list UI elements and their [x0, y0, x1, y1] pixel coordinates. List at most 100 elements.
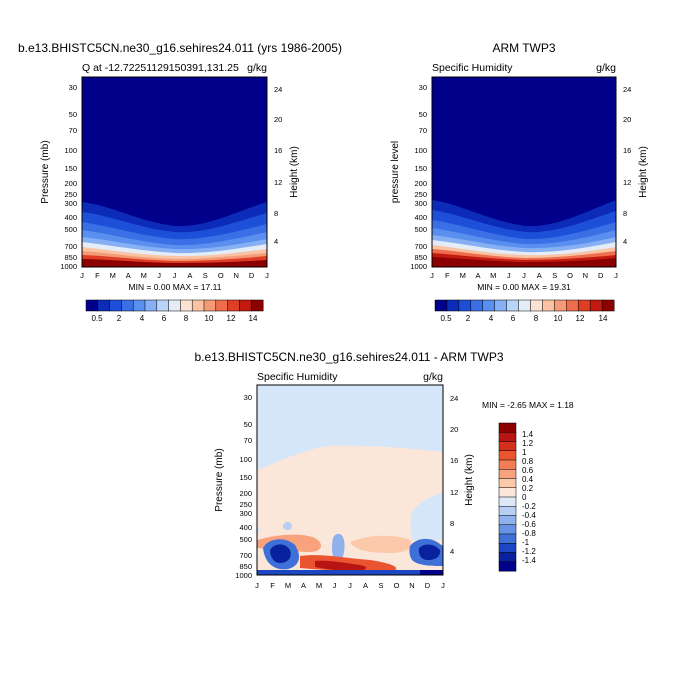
height-tick-label: 4 [274, 237, 278, 246]
panel-model-ylabel-right: Height (km) [289, 146, 300, 198]
x-tick-label: D [425, 581, 431, 590]
x-tick-label: N [409, 581, 414, 590]
y-tick-label: 150 [64, 164, 77, 173]
panel-observation-stats: MIN = 0.00 MAX = 19.31 [477, 282, 571, 292]
colorbar-cell [227, 299, 240, 312]
y-tick-label: 70 [419, 126, 427, 135]
x-tick-label: J [255, 581, 259, 590]
colorbar-cell [458, 299, 472, 312]
y-tick-label: 150 [239, 473, 252, 482]
panel-model-ylabel: Pressure (mb) [40, 140, 51, 203]
y-tick-label: 250 [414, 190, 427, 199]
panel-difference-title: b.e13.BHISTC5CN.ne30_g16.sehires24.011 -… [194, 350, 503, 364]
panel-observation: ARM TWP3 Specific Humidity g/kg 30 50 70… [390, 41, 649, 323]
panel-observation-units: g/kg [596, 62, 616, 74]
y-tick-label: 100 [414, 146, 427, 155]
colorbar-label: -1 [522, 538, 530, 547]
diff-warm-core [315, 560, 367, 571]
diff-negative-core-right [418, 544, 441, 560]
y-tick-label: 500 [239, 535, 252, 544]
colorbar-label: 12 [227, 314, 236, 323]
x-tick-label: J [522, 271, 526, 280]
x-tick-label: J [348, 581, 352, 590]
colorbar-model-labels: 0.5 2 4 6 8 10 12 14 [91, 314, 258, 323]
colorbar-label: 2 [117, 314, 122, 323]
height-tick-label: 24 [274, 85, 282, 94]
height-tick-label: 16 [623, 146, 631, 155]
colorbar-observation-cells [434, 299, 615, 312]
colorbar-difference-labels: 1.4 1.2 1 0.8 0.6 0.4 0.2 0 -0.2 -0.4 -0… [522, 430, 536, 565]
y-tick-label: 850 [414, 253, 427, 262]
y-tick-label: 30 [244, 393, 252, 402]
colorbar-label: 1 [522, 448, 527, 457]
colorbar-cell [121, 299, 134, 312]
y-tick-label: 850 [239, 562, 252, 571]
y-tick-label: 850 [64, 253, 77, 262]
x-tick-label: J [430, 271, 434, 280]
colorbar-difference-cells [498, 422, 517, 572]
y-tick-label: 200 [414, 179, 427, 188]
colorbar-label: 6 [511, 314, 516, 323]
colorbar-cell [494, 299, 508, 312]
y-tick-label: 400 [239, 523, 252, 532]
colorbar-label: 0.8 [522, 457, 534, 466]
x-tick-label: M [460, 271, 466, 280]
y-tick-label: 50 [419, 110, 427, 119]
panel-observation-rticks: 24 20 16 12 8 4 [623, 85, 631, 246]
x-tick-label: J [265, 271, 269, 280]
height-tick-label: 16 [274, 146, 282, 155]
colorbar-label: 0.2 [522, 484, 534, 493]
y-tick-label: 100 [64, 146, 77, 155]
panel-difference-ylabel-right: Height (km) [464, 454, 475, 506]
colorbar-cell [132, 299, 146, 312]
x-tick-label: D [249, 271, 255, 280]
colorbar-cell [498, 524, 517, 535]
x-tick-label: S [378, 581, 383, 590]
colorbar-label: 0.6 [522, 466, 534, 475]
x-tick-label: J [80, 271, 84, 280]
colorbar-cell [554, 299, 567, 312]
x-tick-label: J [333, 581, 337, 590]
x-tick-label: J [173, 271, 177, 280]
colorbar-cell [498, 515, 517, 526]
x-tick-label: A [537, 271, 542, 280]
panel-observation-title: ARM TWP3 [492, 41, 555, 55]
y-tick-label: 1000 [410, 262, 427, 271]
colorbar-observation-labels: 0.5 2 4 6 8 10 12 14 [440, 314, 608, 323]
diff-negative-core-left [270, 544, 291, 563]
panel-model-stats: MIN = 0.00 MAX = 17.11 [129, 282, 222, 292]
colorbar-cell [566, 299, 579, 312]
height-tick-label: 12 [274, 178, 282, 187]
diff-blue-patch [283, 521, 292, 531]
y-tick-label: 700 [414, 242, 427, 251]
x-tick-label: A [301, 581, 306, 590]
colorbar-label: 10 [554, 314, 563, 323]
x-tick-label: A [363, 581, 368, 590]
x-tick-label: J [507, 271, 511, 280]
colorbar-cell [530, 299, 543, 312]
y-tick-label: 30 [69, 83, 77, 92]
colorbar-label: 4 [140, 314, 145, 323]
y-tick-label: 250 [239, 500, 252, 509]
height-tick-label: 4 [623, 237, 627, 246]
x-tick-label: N [583, 271, 588, 280]
colorbar-label: 12 [576, 314, 585, 323]
height-tick-label: 24 [450, 394, 458, 403]
x-tick-label: M [316, 581, 322, 590]
colorbar-model: 0.5 2 4 6 8 10 12 14 [85, 299, 264, 323]
colorbar-label: 0.4 [522, 475, 534, 484]
panel-model-rticks: 24 20 16 12 8 4 [274, 85, 282, 246]
panel-model-variable: Q at -12.72251129150391,131.25 [82, 62, 239, 74]
colorbar-cell [191, 299, 205, 312]
x-tick-label: M [285, 581, 291, 590]
panel-difference-xticks: J F M A M J J A S O N D J [255, 581, 445, 590]
x-tick-label: F [445, 271, 450, 280]
x-tick-label: O [394, 581, 400, 590]
colorbar-label: 14 [249, 314, 258, 323]
panel-model-yticks: 30 50 70 100 150 200 250 300 400 500 700… [60, 83, 77, 271]
y-tick-label: 1000 [60, 262, 77, 271]
colorbar-cell [156, 299, 170, 312]
x-tick-label: N [233, 271, 238, 280]
colorbar-cell [498, 487, 517, 498]
x-tick-label: O [567, 271, 573, 280]
